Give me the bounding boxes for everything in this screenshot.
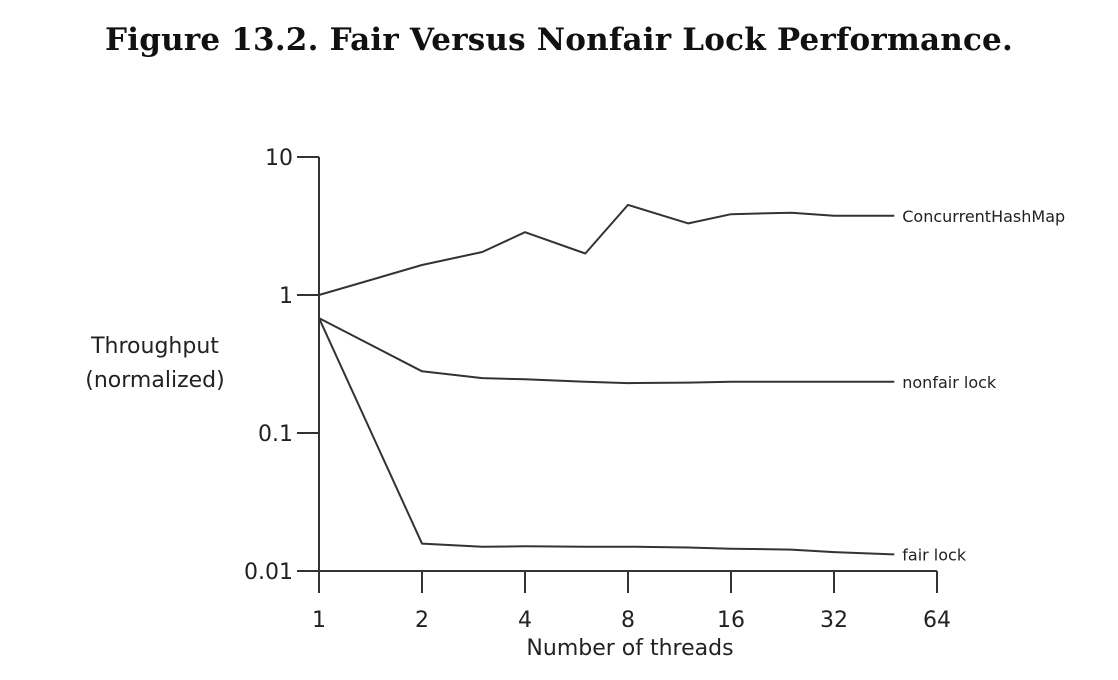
y-tick-label: 0.01	[244, 560, 293, 585]
x-tick-label: 32	[820, 608, 848, 633]
chart-title: Figure 13.2. Fair Versus Nonfair Lock Pe…	[105, 22, 1013, 58]
x-axis-label: Number of threads	[526, 636, 734, 661]
series-label-concurrent-hashmap: ConcurrentHashMap	[902, 207, 1065, 226]
axes: 0.01 0.1 1 10 1 2 4 8 16 32 64	[244, 146, 951, 633]
y-tick-label: 10	[265, 146, 293, 171]
series-label-nonfair-lock: nonfair lock	[902, 373, 997, 392]
x-tick-label: 2	[415, 608, 429, 633]
y-tick-label: 0.1	[258, 422, 293, 447]
series-group: ConcurrentHashMap nonfair lock fair lock	[318, 203, 1065, 564]
series-line-concurrent-hashmap	[318, 203, 895, 296]
y-axis-label-line2: (normalized)	[85, 368, 225, 393]
series-line-nonfair-lock	[318, 317, 895, 385]
y-axis-label: Throughput (normalized)	[60, 330, 250, 398]
x-tick-label: 8	[621, 608, 635, 633]
x-tick-label: 4	[518, 608, 532, 633]
series-label-fair-lock: fair lock	[902, 545, 967, 564]
x-tick-label: 16	[717, 608, 745, 633]
series-line-fair-lock	[318, 317, 895, 556]
x-tick-label: 1	[312, 608, 326, 633]
y-axis-label-line1: Throughput	[91, 334, 219, 359]
y-tick-label: 1	[279, 284, 293, 309]
x-tick-label: 64	[923, 608, 951, 633]
